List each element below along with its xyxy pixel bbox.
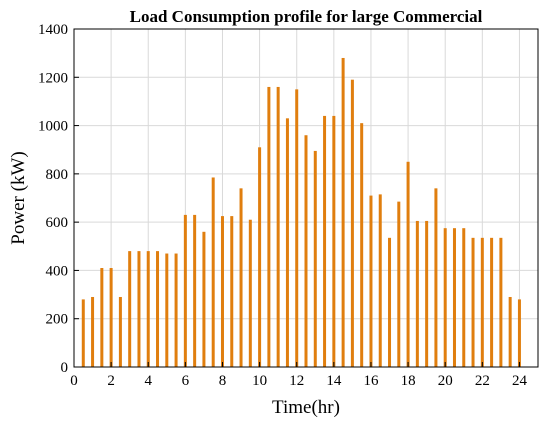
bar bbox=[490, 237, 494, 367]
y-tick-label: 1200 bbox=[38, 70, 68, 86]
bar bbox=[313, 150, 317, 367]
bar bbox=[443, 228, 447, 367]
y-axis-label: Power (kW) bbox=[8, 151, 29, 244]
bar bbox=[220, 216, 224, 367]
y-tick-label: 200 bbox=[46, 312, 69, 328]
x-tick-label: 2 bbox=[107, 373, 115, 389]
bar bbox=[128, 251, 132, 367]
x-tick-label: 0 bbox=[70, 373, 78, 389]
bar bbox=[211, 177, 215, 367]
bar bbox=[230, 216, 234, 367]
bar bbox=[183, 214, 187, 367]
bar bbox=[378, 194, 382, 367]
x-tick-label: 20 bbox=[438, 373, 453, 389]
bar bbox=[304, 135, 308, 367]
bar bbox=[360, 123, 364, 368]
bar bbox=[81, 299, 85, 367]
bar bbox=[165, 253, 169, 367]
x-tick-label: 24 bbox=[512, 373, 528, 389]
x-axis-label: Time(hr) bbox=[272, 397, 340, 418]
bar bbox=[100, 268, 104, 367]
bar bbox=[350, 79, 354, 367]
x-tick-label: 4 bbox=[144, 373, 152, 389]
bar bbox=[137, 251, 141, 367]
bar bbox=[462, 228, 466, 367]
bar bbox=[332, 115, 336, 368]
x-tick-label: 16 bbox=[363, 373, 379, 389]
bar bbox=[109, 268, 113, 367]
bar bbox=[323, 115, 327, 368]
x-tick-label: 10 bbox=[252, 373, 267, 389]
x-tick-label: 18 bbox=[401, 373, 416, 389]
bar bbox=[425, 220, 429, 367]
bar bbox=[146, 251, 150, 367]
bar bbox=[118, 296, 122, 367]
bar bbox=[285, 118, 289, 367]
x-tick-label: 6 bbox=[182, 373, 190, 389]
bar bbox=[202, 231, 206, 367]
x-tick-label: 14 bbox=[326, 373, 342, 389]
x-tick-label: 22 bbox=[475, 373, 490, 389]
chart-title: Load Consumption profile for large Comme… bbox=[130, 7, 483, 26]
bar-layer bbox=[81, 57, 521, 368]
bar bbox=[517, 299, 521, 367]
bar bbox=[471, 237, 475, 367]
bar bbox=[499, 237, 503, 367]
bar bbox=[397, 201, 401, 367]
y-tick-label: 800 bbox=[46, 167, 69, 183]
bar bbox=[406, 161, 410, 367]
y-tick-label: 1000 bbox=[38, 119, 68, 135]
bar bbox=[508, 296, 512, 367]
bar bbox=[276, 86, 280, 367]
bar bbox=[388, 237, 392, 367]
x-tick-label: 12 bbox=[289, 373, 304, 389]
bar bbox=[369, 195, 373, 367]
x-tick-label: 8 bbox=[219, 373, 227, 389]
bar bbox=[452, 228, 456, 367]
bar bbox=[341, 57, 345, 367]
y-tick-label: 1400 bbox=[38, 22, 68, 38]
y-tick-label: 600 bbox=[46, 215, 69, 231]
plot-frame bbox=[73, 28, 539, 368]
bar bbox=[248, 219, 252, 367]
bar bbox=[174, 253, 178, 367]
y-tick-label: 0 bbox=[61, 360, 69, 376]
bar bbox=[267, 86, 271, 367]
bar bbox=[156, 251, 160, 367]
bar bbox=[258, 147, 262, 367]
bar bbox=[480, 237, 484, 367]
bar bbox=[91, 296, 95, 367]
bar bbox=[415, 220, 419, 367]
bar bbox=[193, 214, 197, 367]
bar bbox=[295, 89, 299, 367]
bar bbox=[434, 188, 438, 367]
y-tick-label: 400 bbox=[46, 263, 69, 279]
bar bbox=[239, 188, 243, 367]
